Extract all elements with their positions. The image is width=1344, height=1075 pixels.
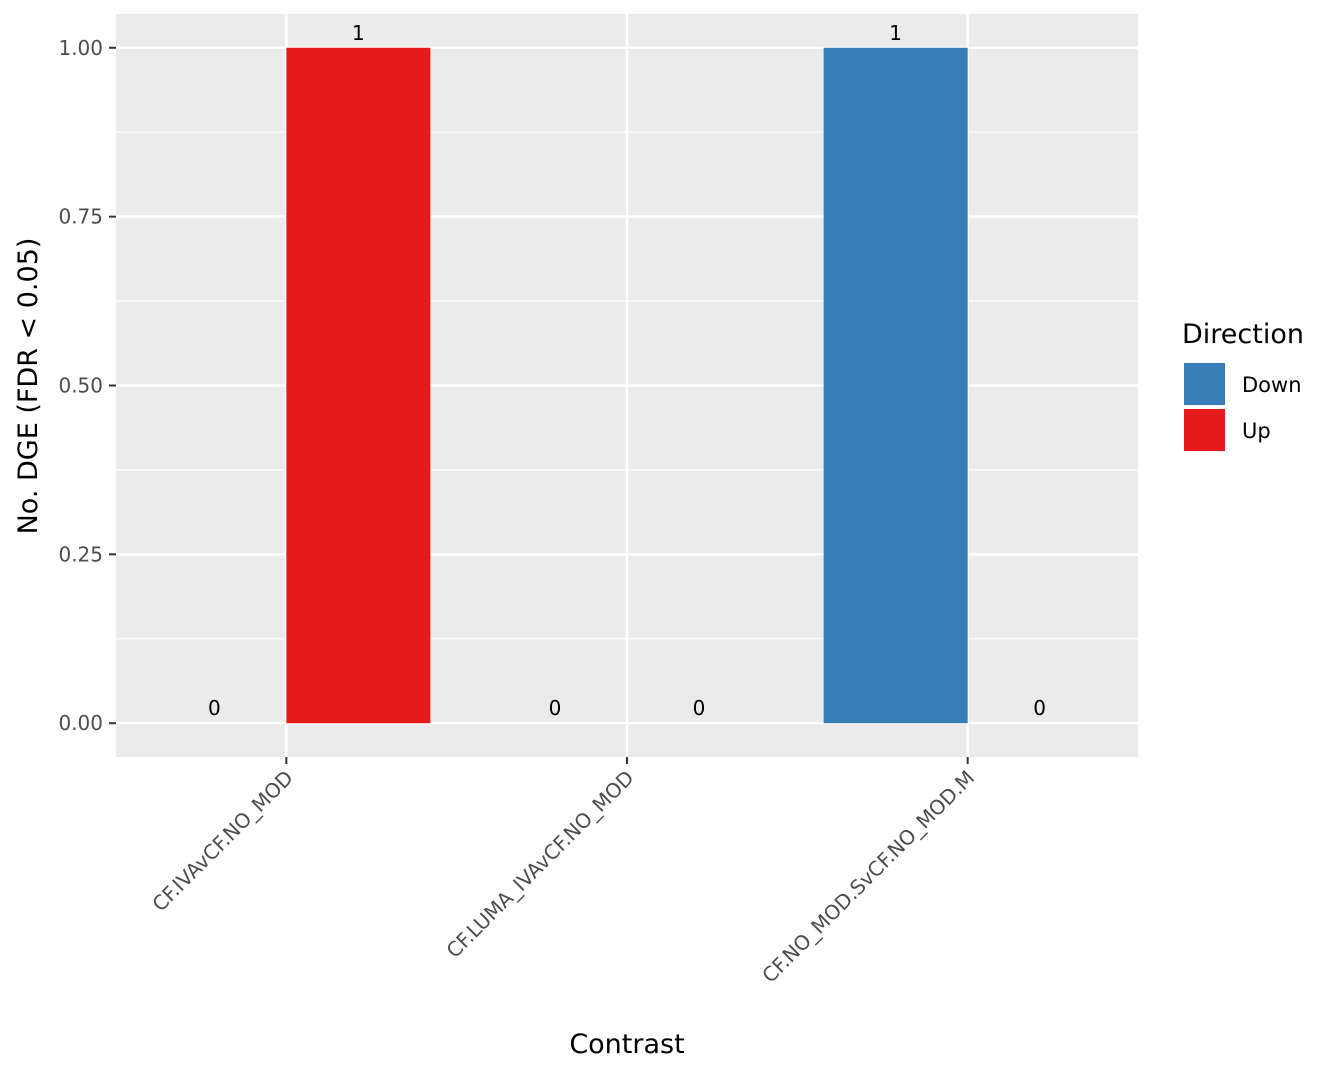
- x-axis-title: Contrast: [569, 1029, 684, 1060]
- legend-key-down: [1182, 361, 1227, 407]
- legend-label: Down: [1242, 373, 1302, 397]
- bar-value-label: 1: [889, 21, 902, 45]
- bar-value-label: 0: [1033, 696, 1046, 720]
- y-tick-label: 0.00: [58, 711, 103, 735]
- bar-value-label: 0: [549, 696, 562, 720]
- y-tick-label: 0.25: [58, 542, 103, 566]
- y-tick-label: 0.50: [58, 374, 103, 398]
- bar-value-label: 0: [208, 696, 221, 720]
- x-tick-label: CF.IVAvCF.NO_MOD: [147, 766, 298, 917]
- legend: Direction Down Up: [1182, 319, 1304, 453]
- y-tick-label: 0.75: [58, 205, 103, 229]
- x-tick-label: CF.LUMA_IVAvCF.NO_MOD: [441, 766, 638, 963]
- legend-key-up: [1182, 407, 1227, 453]
- bar-value-label: 0: [693, 696, 706, 720]
- bar-down-2: [823, 47, 968, 724]
- legend-label: Up: [1242, 419, 1271, 443]
- x-tick-label: CF.NO_MOD.SvCF.NO_MOD.M: [757, 766, 979, 988]
- y-tick-label: 1.00: [58, 36, 103, 60]
- legend-title: Direction: [1182, 319, 1304, 350]
- bar-value-label: 1: [352, 21, 365, 45]
- y-axis: 0.00 0.25 0.50 0.75 1.00: [58, 36, 116, 735]
- x-axis: CF.IVAvCF.NO_MOD CF.LUMA_IVAvCF.NO_MOD CF.…: [147, 757, 979, 988]
- bars: [286, 47, 968, 724]
- bar-up-0: [286, 47, 431, 724]
- y-axis-title: No. DGE (FDR < 0.05): [13, 238, 44, 535]
- bar-labels: 0 1 0 0 1 0: [208, 21, 1046, 720]
